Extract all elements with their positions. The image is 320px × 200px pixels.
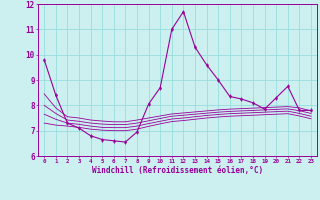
X-axis label: Windchill (Refroidissement éolien,°C): Windchill (Refroidissement éolien,°C) — [92, 166, 263, 175]
